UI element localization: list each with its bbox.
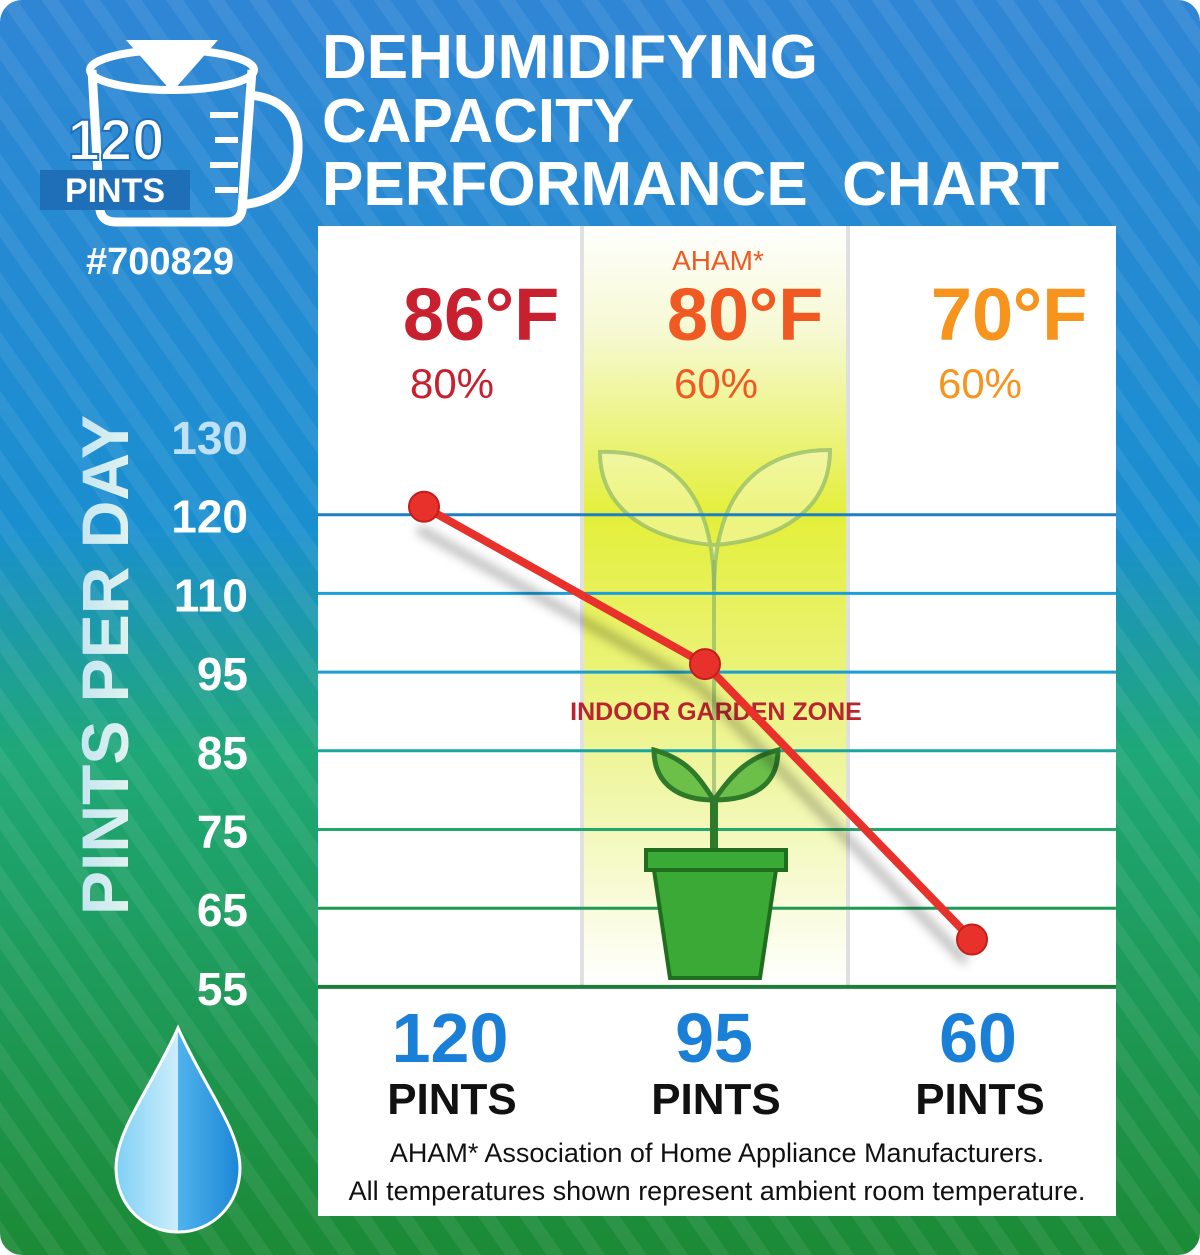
badge-capacity-number: 120 (68, 108, 165, 173)
temperature-unit: °F (1013, 273, 1088, 356)
y-tick-label: 110 (174, 569, 248, 621)
y-tick-label: 120 (171, 491, 248, 543)
y-axis-label-part-2: PER (68, 548, 142, 702)
category-humidity: 80% (410, 360, 494, 407)
y-tick-label: 85 (197, 727, 248, 779)
y-tick-label: 75 (197, 806, 248, 858)
category-temperature: 80 (667, 273, 749, 356)
water-drop-icon (114, 1024, 242, 1234)
series-shadow (415, 524, 970, 966)
data-point (408, 490, 440, 523)
category-humidity: 60% (674, 360, 758, 407)
category-pints-unit: PINTS (651, 1075, 781, 1124)
category-temperature: 86 (403, 273, 485, 356)
model-number: #700829 (86, 241, 234, 283)
data-point (689, 648, 721, 681)
category-pints-value: 95 (675, 999, 753, 1077)
plant-pot-icon (644, 746, 788, 980)
y-tick-label: 55 (197, 963, 248, 1015)
measuring-cup-icon (86, 40, 303, 227)
y-axis-label-part-3: DAY (68, 415, 142, 548)
y-tick-label: 95 (197, 648, 248, 700)
y-axis-label: PINTS PER DAY (68, 415, 142, 915)
y-tick-labels: 55 65 75 85 95 110 120 130 (171, 412, 248, 1015)
temperature-unit: °F (485, 273, 560, 356)
y-tick-label: 130 (171, 412, 248, 464)
temperature-unit: °F (749, 273, 824, 356)
y-axis-label-part-1: PINTS (68, 702, 142, 915)
category-pints-unit: PINTS (915, 1075, 1045, 1124)
category-pints-unit: PINTS (387, 1075, 517, 1124)
zone-divider-left (580, 226, 584, 986)
leaf-outline-icon (597, 447, 833, 980)
category-temperature: 70 (931, 273, 1013, 356)
category-pints-value: 120 (392, 999, 509, 1077)
category-note: AHAM* (672, 245, 764, 276)
category-humidity: 60% (938, 360, 1022, 407)
footnote-line-1: AHAM* Association of Home Appliance Manu… (390, 1138, 1044, 1168)
badge-capacity-unit: PINTS (65, 172, 165, 210)
category-pints-value: 60 (939, 999, 1017, 1077)
title-line-1: DEHUMIDIFYING (322, 23, 818, 92)
title-line-2: CAPACITY (322, 87, 634, 156)
zone-divider-right (846, 226, 850, 986)
badge-unit-plate (40, 170, 190, 210)
y-tick-label: 65 (197, 884, 248, 936)
footnote-line-2: All temperatures shown represent ambient… (349, 1176, 1086, 1206)
series-line (408, 490, 988, 966)
data-point (956, 923, 988, 956)
title-line-3: PERFORMANCE CHART (322, 150, 1059, 219)
